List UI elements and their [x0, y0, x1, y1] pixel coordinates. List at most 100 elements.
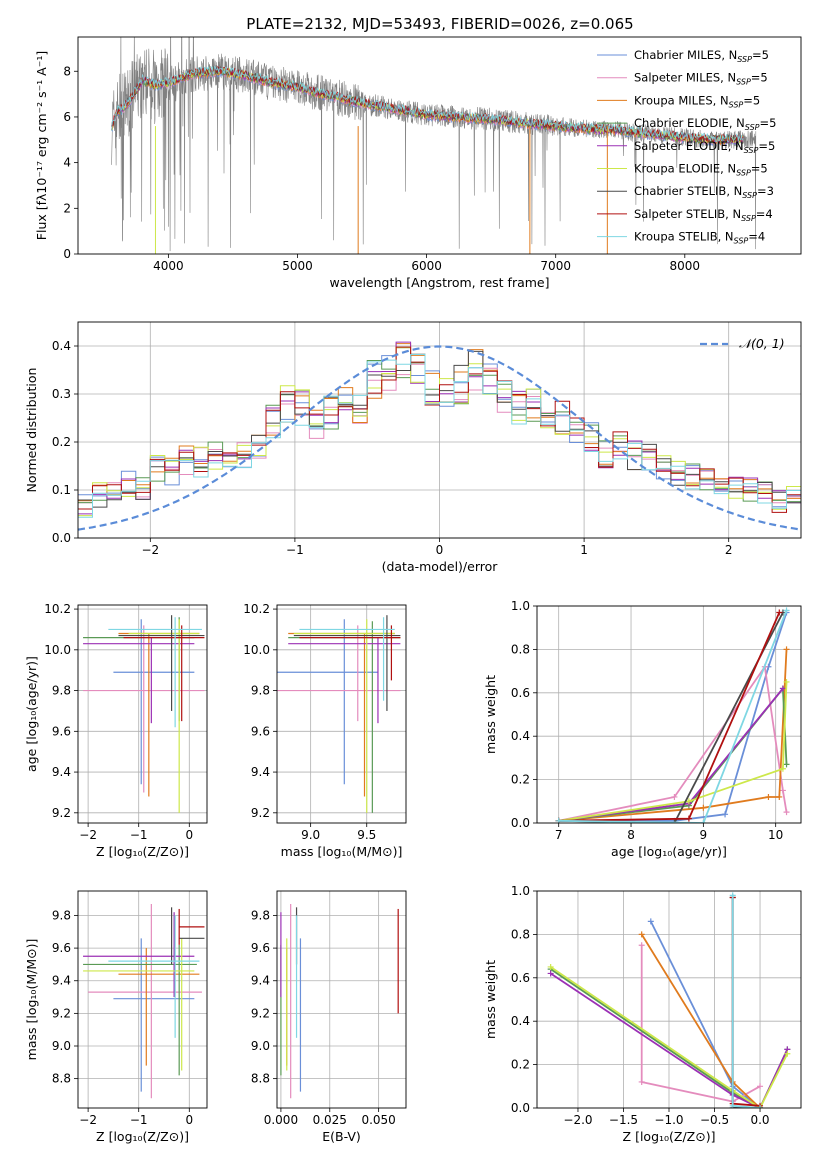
- x-tick-label: 6000: [411, 259, 442, 273]
- mass-weight-line: [731, 895, 761, 1108]
- y-tick-label: 10.2: [243, 602, 270, 616]
- y-axis-label: mass weight: [483, 960, 498, 1039]
- legend-entry: Salpeter STELIB, NSSP=4: [634, 207, 773, 223]
- x-tick-label: 5000: [282, 259, 313, 273]
- y-tick-label: 10.2: [44, 602, 71, 616]
- legend-entry: Salpeter ELODIE, NSSP=5: [634, 139, 775, 155]
- y-tick-label: 9.8: [251, 684, 270, 698]
- mass-weight-marker: [757, 1105, 764, 1108]
- mass-weight-marker: [779, 685, 786, 692]
- y-axis-label: age [log₁₀(age/yr)]: [24, 656, 39, 772]
- y-tick-label: 0.8: [511, 927, 530, 941]
- y-tick-label: 0.4: [52, 339, 71, 353]
- x-tick-label: 0.025: [313, 1113, 347, 1127]
- mass-weight-line: [558, 664, 788, 822]
- y-tick-label: 9.4: [251, 974, 270, 988]
- residual-histogram-4: [78, 341, 801, 515]
- mass-weight-marker: [779, 787, 786, 794]
- x-tick-label: −2: [141, 543, 159, 557]
- x-tick-label: 4000: [153, 259, 184, 273]
- chart-mass-vs-EBV: 0.000 0.025 0.050 8.8 9.0 9.2 9.4 9.6 9.8 E(B-V): [251, 890, 407, 1144]
- y-tick-label: 9.4: [251, 765, 270, 779]
- x-axis-label: age [log₁₀(age/yr)]: [611, 844, 727, 859]
- residual-histogram-7: [78, 346, 801, 513]
- spectrum-legend: Chabrier MILES, NSSP=5 Salpeter MILES, NS…: [597, 48, 776, 246]
- legend-entry: Chabrier ELODIE, NSSP=5: [634, 116, 776, 132]
- x-tick-label: 0: [185, 828, 193, 842]
- y-tick-label: 1.0: [511, 884, 530, 898]
- x-axis-label: wavelength [Angstrom, rest frame]: [329, 275, 549, 290]
- mass-weight-marker: [700, 804, 707, 811]
- y-tick-label: 8.8: [251, 1072, 270, 1086]
- mass-weight-line: [649, 920, 762, 1108]
- x-axis-label: Z [log₁₀(Z/Z⊙)]: [96, 1129, 189, 1144]
- chart-age-vs-mass: 9.0 9.5 9.2 9.4 9.6 9.8 10.0 10.2 mass [log₁₀(M/…: [243, 602, 407, 859]
- y-tick-label: 0.0: [511, 816, 530, 830]
- y-tick-label: 9.6: [52, 724, 71, 738]
- mass-weight-marker: [685, 815, 692, 822]
- mass-weight-marker: [776, 793, 783, 800]
- errorbar-plot: [83, 904, 205, 1099]
- y-tick-label: 9.0: [52, 1039, 71, 1053]
- mass-weight-line: [731, 897, 761, 1107]
- chart-age-vs-Z: −2 −1 0 9.2 9.4 9.6 9.8 10.0 10.2 Z [log₁₀(Z/Z⊙)]…: [24, 602, 208, 859]
- mass-weight-line: [558, 609, 788, 823]
- mass-weight-marker: [638, 931, 645, 938]
- mass-weight-marker: [671, 820, 678, 823]
- errorbar-plot: [83, 615, 205, 813]
- spectrum-plot: [111, 37, 757, 254]
- y-tick-label: 9.2: [52, 1006, 71, 1020]
- mass-weight-line: [550, 972, 789, 1108]
- axes-frame: [276, 604, 407, 824]
- mass-weight-marker: [783, 646, 790, 653]
- axes-frame: [536, 605, 802, 824]
- chart-residuals: −2 −1 0 1 2 0.0 0.1 0.2 0.3 0.4 (data-model)/error…: [24, 321, 802, 574]
- legend-entry: Kroupa ELODIE, NSSP=5: [634, 162, 768, 178]
- y-tick-label: 6: [63, 110, 71, 124]
- mass-weight-line: [558, 681, 788, 822]
- axes-frame: [77, 890, 208, 1109]
- figure-title: PLATE=2132, MJD=53493, FIBERID=0026, z=0…: [246, 15, 633, 33]
- y-axis-label: mass [log₁₀(M/M⊙)]: [24, 939, 39, 1061]
- mass-weight-marker: [685, 798, 692, 805]
- y-tick-label: 0.6: [511, 686, 530, 700]
- axes-frame: [77, 604, 208, 824]
- y-tick-label: 0.6: [511, 971, 530, 985]
- mass-weight-marker: [783, 607, 790, 614]
- y-tick-label: 0.2: [511, 1058, 530, 1072]
- y-axis-label: Flux [fλ10⁻¹⁷ erg cm⁻² s⁻¹ A⁻¹]: [34, 51, 49, 240]
- x-tick-label: 0: [185, 1113, 193, 1127]
- x-tick-label: 9.0: [301, 828, 320, 842]
- x-tick-label: 0: [436, 543, 444, 557]
- x-tick-label: −0.5: [700, 1113, 729, 1127]
- x-tick-label: 8000: [670, 259, 701, 273]
- x-tick-label: 2: [725, 543, 733, 557]
- y-tick-label: 8: [63, 64, 71, 78]
- y-tick-label: 9.6: [251, 724, 270, 738]
- errorbar-plot: [277, 615, 401, 813]
- residual-histogram-5: [78, 347, 801, 517]
- mass-weight-marker: [757, 1083, 764, 1090]
- mass-weight-marker: [765, 793, 772, 800]
- residuals-plot: [78, 341, 801, 531]
- mass-weight-marker: [779, 765, 786, 772]
- y-tick-label: 9.8: [52, 684, 71, 698]
- mass-weight-marker: [547, 963, 554, 970]
- x-tick-label: −1.5: [609, 1113, 638, 1127]
- model-spectrum-line: [111, 65, 744, 143]
- mass-weight-marker: [776, 609, 783, 616]
- y-tick-label: 9.8: [251, 908, 270, 922]
- y-tick-label: 0.0: [52, 531, 71, 545]
- residual-histogram-6: [78, 350, 801, 508]
- y-tick-label: 10.0: [243, 643, 270, 657]
- legend-entry: 𝒩(0, 1): [739, 336, 785, 351]
- mass-weight-plot: [547, 892, 791, 1108]
- y-tick-label: 0.0: [511, 1101, 530, 1115]
- x-tick-label: −2.0: [563, 1113, 592, 1127]
- y-tick-label: 9.4: [52, 974, 71, 988]
- y-tick-label: 0.2: [52, 435, 71, 449]
- legend-entry: Chabrier STELIB, NSSP=3: [634, 184, 774, 200]
- y-tick-label: 9.8: [52, 908, 71, 922]
